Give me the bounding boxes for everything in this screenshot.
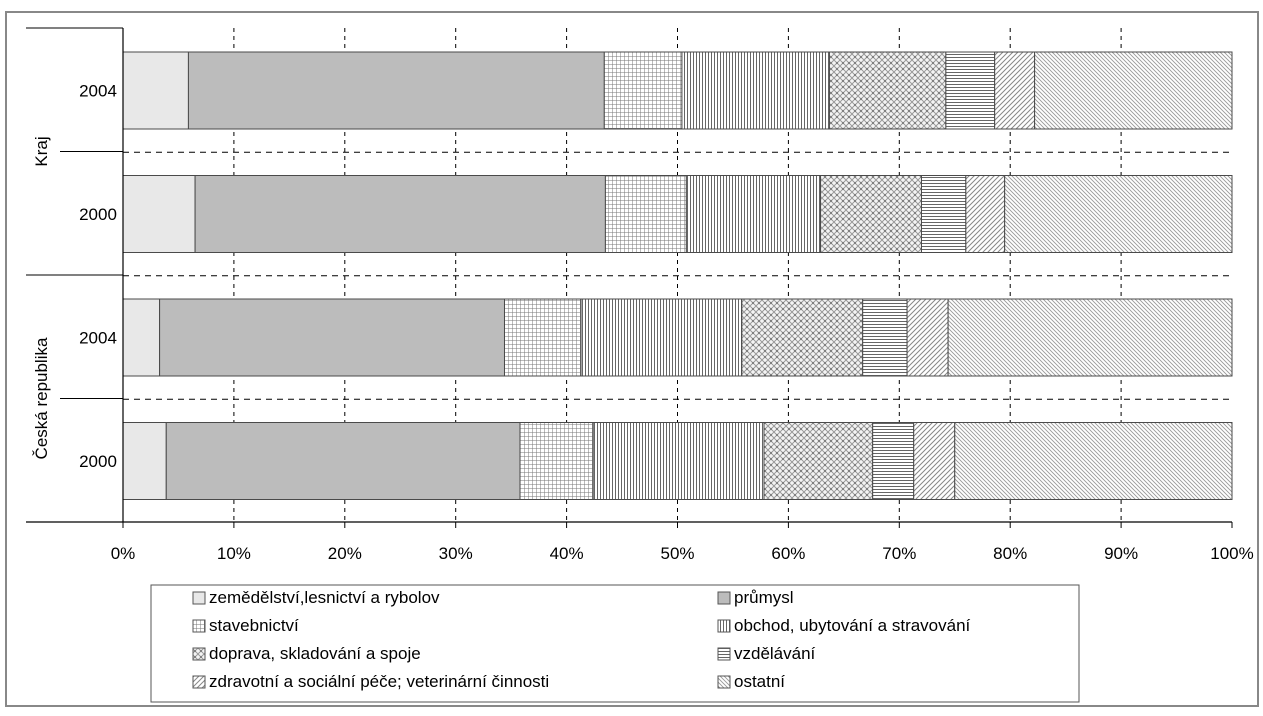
bar-segment-1-7 <box>1004 175 1233 253</box>
bar-segment-1-1 <box>194 175 606 253</box>
bar-segment-2-2 <box>503 298 582 377</box>
bar-segment-3-4 <box>763 422 874 500</box>
legend-label: obchod, ubytování a stravování <box>734 616 971 635</box>
bar-segment-0-1 <box>187 51 605 130</box>
bar-segment-2-1 <box>159 298 505 377</box>
x-tick-label: 30% <box>439 544 473 563</box>
category-label: 2004 <box>79 329 117 348</box>
legend-swatch <box>192 647 206 661</box>
bar-segment-3-5 <box>872 422 915 500</box>
x-tick-label: 20% <box>328 544 362 563</box>
x-tick-label: 90% <box>1104 544 1138 563</box>
bar-segment-0-7 <box>1034 51 1233 130</box>
bar-segment-2-5 <box>862 298 908 377</box>
x-tick-label: 70% <box>882 544 916 563</box>
bar-segment-0-3 <box>681 51 830 130</box>
legend-swatch <box>717 619 731 633</box>
legend-label: doprava, skladování a spoje <box>209 644 421 663</box>
x-tick-label: 80% <box>993 544 1027 563</box>
legend-swatch <box>717 591 731 605</box>
bar-segment-3-7 <box>954 422 1233 500</box>
bar-segment-2-3 <box>580 298 743 377</box>
bar-segment-2-4 <box>741 298 864 377</box>
legend-label: zdravotní a sociální péče; veterinární č… <box>209 672 549 691</box>
legend-label: vzdělávání <box>734 644 816 663</box>
bar-segment-0-4 <box>828 51 947 130</box>
x-tick-label: 40% <box>550 544 584 563</box>
bar-segment-2-6 <box>906 298 949 377</box>
bar-segment-3-0 <box>122 422 167 500</box>
category-label: 2000 <box>79 452 117 471</box>
bar-segment-1-0 <box>122 175 196 253</box>
group-label: Česká republika <box>32 337 51 459</box>
legend-swatch <box>192 619 206 633</box>
bar-segment-1-2 <box>604 175 687 253</box>
bar-segment-1-3 <box>685 175 822 253</box>
bar-segments <box>122 51 1233 500</box>
x-tick-label: 60% <box>771 544 805 563</box>
bar-segment-3-1 <box>165 422 521 500</box>
legend-swatch <box>192 675 206 689</box>
group-label: Kraj <box>32 136 51 166</box>
x-tick-label: 100% <box>1210 544 1253 563</box>
bar-segment-1-6 <box>965 175 1006 253</box>
legend-swatch <box>192 591 206 605</box>
legend-swatch <box>717 647 731 661</box>
legend-label: stavebnictví <box>209 616 299 635</box>
x-tick-label: 50% <box>660 544 694 563</box>
legend-label: průmysl <box>734 588 794 607</box>
bar-segment-3-6 <box>913 422 956 500</box>
bar-segment-0-2 <box>603 51 683 130</box>
bar-segment-0-5 <box>945 51 996 130</box>
x-tick-label: 0% <box>111 544 136 563</box>
legend-label: ostatní <box>734 672 785 691</box>
bar-segment-1-4 <box>820 175 922 253</box>
bar-segment-0-0 <box>122 51 189 130</box>
bar-segment-1-5 <box>920 175 967 253</box>
bar-segment-3-3 <box>592 422 765 500</box>
bar-segment-0-6 <box>994 51 1036 130</box>
bar-segment-3-2 <box>519 422 594 500</box>
legend-label: zemědělství,lesnictví a rybolov <box>209 588 440 607</box>
category-label: 2004 <box>79 82 117 101</box>
category-label: 2000 <box>79 205 117 224</box>
legend-swatch <box>717 675 731 689</box>
legend-box <box>150 584 1080 703</box>
bar-segment-2-0 <box>122 298 161 377</box>
bar-segment-2-7 <box>947 298 1233 377</box>
x-tick-label: 10% <box>217 544 251 563</box>
